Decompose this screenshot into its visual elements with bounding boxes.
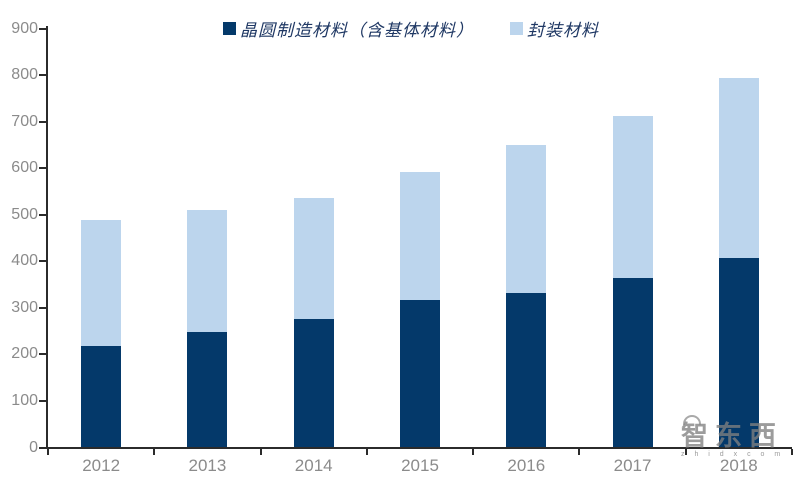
y-tick-label: 600 [11,159,38,177]
y-tick-label: 200 [11,345,38,363]
x-tick [472,449,475,455]
y-tick-label: 800 [11,66,38,84]
x-tick [684,449,687,455]
legend-item-packaging: 封装材料 [510,16,599,41]
bar-segment-packaging-2015 [400,171,440,300]
y-tick-label: 100 [11,391,38,409]
x-tick-label: 2018 [719,456,758,475]
legend-item-wafer: 晶圆制造材料（含基体材料） [223,16,474,41]
y-tick [39,74,46,77]
bar-segment-packaging-2014 [293,197,334,320]
x-tick [365,449,368,455]
legend-label-packaging: 封装材料 [527,21,599,40]
y-tick-label: 0 [29,438,38,456]
bar-segment-packaging-2013 [187,209,228,333]
bar-segment-wafer-2013 [187,332,228,447]
x-tick [153,449,156,455]
x-tick [578,449,581,455]
x-tick-label: 2015 [401,456,439,475]
y-tick-label: 700 [11,112,38,130]
y-tick [39,399,46,402]
watermark-wifi-arc-icon [683,415,701,425]
legend-swatch-packaging-icon [510,22,523,35]
y-tick [39,27,46,30]
bar-segment-wafer-2017 [612,278,653,447]
x-axis [44,447,792,449]
y-axis [46,26,48,449]
y-tick [39,353,46,356]
bar-segment-wafer-2014 [293,319,334,447]
x-tick-label: 2012 [82,456,121,475]
y-tick [39,167,46,170]
y-tick-label: 900 [11,19,38,37]
x-tick [259,449,262,455]
bar-segment-packaging-2016 [506,144,547,293]
bar-segment-packaging-2012 [81,220,122,347]
legend-label-wafer: 晶圆制造材料（含基体材料） [240,21,474,40]
y-tick [39,260,46,263]
legend-swatch-wafer-icon [223,22,236,35]
y-tick [39,213,46,216]
x-tick [47,449,49,455]
x-tick-label: 2016 [507,456,546,475]
x-tick-label: 2014 [294,456,333,475]
bar-segment-wafer-2016 [506,292,547,447]
y-tick [39,120,46,123]
y-tick-label: 400 [11,252,38,270]
y-tick [39,306,46,309]
y-tick-label: 300 [11,298,38,316]
bar-segment-wafer-2012 [81,346,122,447]
bar-segment-wafer-2018 [718,257,759,447]
y-tick-label: 500 [11,205,38,223]
x-tick-label: 2017 [613,456,652,475]
bar-segment-wafer-2015 [400,299,440,447]
bar-segment-packaging-2018 [718,77,759,258]
x-tick-label: 2013 [188,456,227,475]
bar-segment-packaging-2017 [612,116,653,278]
x-tick [791,449,793,455]
y-tick [39,446,46,449]
legend: 晶圆制造材料（含基体材料） 封装材料 [223,16,599,41]
